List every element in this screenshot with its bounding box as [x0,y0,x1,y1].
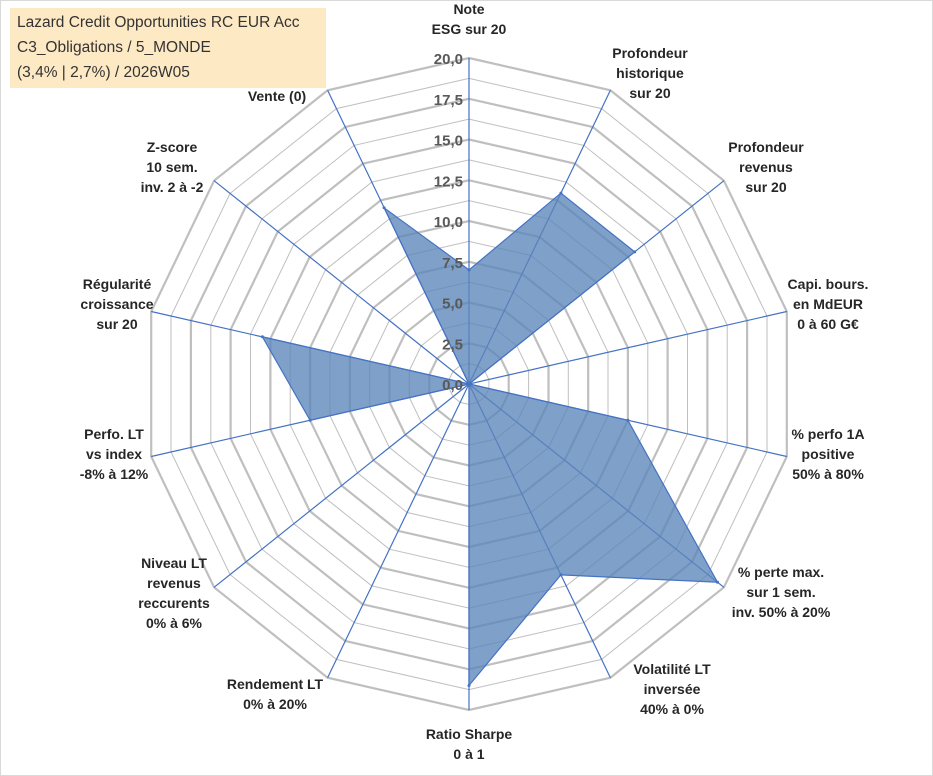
r-tick-label: 0,0 [442,377,463,394]
spoke-line [213,180,470,385]
label-perfo-1a: % perfo 1A positive 50% à 80% [791,426,864,482]
r-tick-label: 2,5 [442,336,463,353]
category-label-line: en MdEUR [793,296,863,312]
category-label-line: Rendement LT [227,676,324,692]
category-label-line: Niveau LT [141,555,207,571]
label-z-score: Z-score 10 sem. inv. 2 à -2 [141,139,204,195]
label-perte-max: % perte max. sur 1 sem. inv. 50% à 20% [732,564,831,620]
category-label-line: Profondeur [612,45,688,61]
fund-category: C3_Obligations / 5_MONDE [17,39,211,56]
category-label-line: historique [616,65,684,81]
label-volatilite-lt: Volatilité LT inversée 40% à 0% [633,661,711,717]
data-point [467,268,471,272]
label-capi-bours: Capi. bours. en MdEUR 0 à 60 G€ [788,276,869,332]
category-label-line: vs index [86,446,142,462]
category-label-line: Ratio Sharpe [426,726,513,742]
data-point [626,418,630,422]
label-regularite: Régularité croissance sur 20 [80,276,153,332]
category-label-line: Volatilité LT [633,661,711,677]
r-tick-label: 5,0 [442,296,463,313]
category-label-line: croissance [80,296,153,312]
category-label-line: Note [453,1,484,17]
spoke-line [213,383,470,588]
category-label-line: reccurents [138,595,210,611]
category-label-line: 50% à 80% [792,466,864,482]
category-label-line: sur 1 sem. [746,584,815,600]
category-label-line: sur 20 [96,316,137,332]
fund-name: Lazard Credit Opportunities RC EUR Acc [17,14,300,31]
category-label-line: Profondeur [728,139,804,155]
category-label-line: Z-score [147,139,198,155]
series-area [261,192,719,688]
category-label-line: Capi. bours. [788,276,869,292]
spoke-line [468,310,787,385]
category-label-line: Régularité [83,276,152,292]
label-ratio-sharpe: Ratio Sharpe 0 à 1 [426,726,513,762]
r-tick-label: 7,5 [442,255,463,272]
data-point [382,206,386,210]
category-label-line: sur 20 [745,179,786,195]
data-point [467,382,471,386]
fund-stats: (3,4% | 2,7%) / 2026W05 [17,64,190,81]
data-point [633,250,637,254]
data-point [308,418,312,422]
category-label-line: Perfo. LT [84,426,144,442]
data-point [559,191,563,195]
category-label-line: 40% à 0% [640,701,704,717]
category-label-line: 10 sem. [146,159,197,175]
category-label-line: -8% à 12% [80,466,149,482]
data-point [559,573,563,577]
data-point [260,335,264,339]
category-label-line: Vente (0) [248,88,306,104]
r-tick-label: 17,5 [434,92,463,109]
category-label-line: 0 à 1 [453,746,484,762]
label-profondeur-historique: Profondeur historique sur 20 [612,45,688,101]
category-label-line: 0 à 60 G€ [797,316,859,332]
r-tick-label: 10,0 [434,214,463,231]
title-box: Lazard Credit Opportunities RC EUR Acc C… [10,8,326,88]
label-note-esg: Note ESG sur 20 [432,1,507,37]
category-label-line: 0% à 6% [146,615,203,631]
r-tick-label: 15,0 [434,133,463,150]
category-label-line: revenus [739,159,793,175]
r-tick-label: 20,0 [434,51,463,68]
r-tick-label: 12,5 [434,173,463,190]
data-point [716,580,719,584]
category-label-line: ESG sur 20 [432,21,507,37]
category-label-line: revenus [147,575,201,591]
category-label-line: inversée [644,681,701,697]
category-label-line: % perfo 1A [791,426,864,442]
category-label-line: positive [802,446,855,462]
spoke-line [327,383,470,678]
category-label-line: 0% à 20% [243,696,307,712]
data-point [467,684,471,687]
label-perfo-lt: Perfo. LT vs index -8% à 12% [80,426,149,482]
category-label-line: % perte max. [738,564,824,580]
label-niveau-lt: Niveau LT revenus reccurents 0% à 6% [138,555,210,631]
category-label-line: inv. 50% à 20% [732,604,831,620]
category-label-line: sur 20 [629,85,670,101]
label-rendement-lt: Rendement LT 0% à 20% [227,676,324,712]
label-profondeur-revenus: Profondeur revenus sur 20 [728,139,804,195]
category-label-line: inv. 2 à -2 [141,179,204,195]
